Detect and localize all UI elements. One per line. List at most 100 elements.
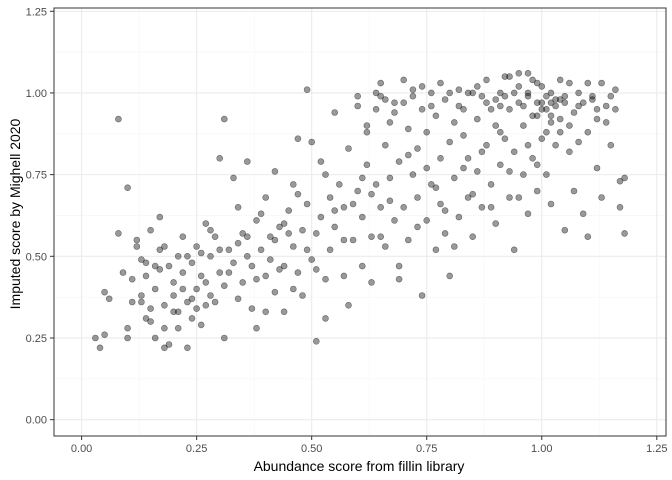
data-point: [312, 266, 320, 273]
data-point: [340, 204, 348, 211]
data-point: [570, 187, 578, 195]
data-point: [561, 226, 569, 234]
data-point: [147, 226, 154, 234]
data-point: [368, 279, 375, 286]
data-point: [349, 236, 357, 244]
major-gridlines: [54, 8, 666, 436]
data-point: [151, 285, 159, 293]
data-point: [358, 174, 366, 182]
data-point: [552, 141, 559, 149]
data-point: [524, 92, 532, 100]
data-point: [575, 89, 582, 97]
data-point: [303, 86, 311, 93]
data-point: [593, 115, 601, 123]
x-tick-label: 0.25: [186, 443, 207, 455]
data-point: [400, 76, 408, 84]
data-point: [515, 99, 523, 106]
data-point: [165, 341, 173, 348]
data-point: [289, 243, 297, 250]
data-point: [446, 138, 454, 146]
data-point: [533, 161, 541, 169]
data-point: [552, 96, 559, 103]
data-point: [432, 184, 440, 191]
data-point: [533, 112, 541, 120]
data-point: [193, 305, 200, 312]
data-point: [253, 275, 260, 283]
data-point: [579, 99, 587, 106]
data-point: [271, 168, 279, 175]
data-point: [138, 298, 145, 306]
data-point: [506, 168, 513, 175]
data-point: [248, 305, 256, 312]
data-point: [506, 106, 513, 113]
data-point: [322, 315, 329, 322]
x-tick-label: 0.00: [71, 443, 92, 455]
data-point: [349, 200, 357, 208]
data-point: [303, 200, 311, 208]
data-point: [473, 115, 481, 123]
data-point: [529, 155, 536, 162]
data-point: [547, 200, 555, 208]
data-point: [377, 92, 385, 100]
data-point: [561, 92, 569, 100]
data-point: [584, 79, 592, 87]
data-point: [363, 122, 371, 129]
x-tick-label: 1.25: [646, 443, 667, 455]
data-point: [271, 236, 279, 244]
data-point: [202, 279, 210, 286]
data-point: [487, 204, 495, 211]
data-point: [354, 92, 362, 100]
data-point: [207, 252, 214, 260]
data-point: [294, 269, 302, 276]
data-point: [547, 119, 555, 126]
data-point: [404, 236, 412, 244]
data-point: [239, 279, 246, 286]
data-point: [483, 76, 490, 84]
data-point: [409, 171, 417, 178]
data-point: [174, 308, 182, 316]
data-point: [575, 102, 582, 110]
y-tick-label: 0.50: [26, 251, 47, 263]
data-point: [151, 262, 159, 270]
data-point: [322, 275, 329, 283]
data-point: [432, 246, 440, 254]
data-point: [340, 272, 348, 280]
data-point: [253, 324, 260, 332]
data-point: [386, 174, 394, 182]
data-point: [441, 96, 449, 103]
data-point: [299, 226, 306, 234]
data-point: [441, 230, 449, 237]
data-point: [308, 256, 316, 263]
data-point: [170, 308, 177, 316]
data-point: [101, 288, 108, 296]
data-point: [524, 210, 532, 218]
data-point: [165, 262, 173, 270]
data-point: [510, 148, 518, 156]
data-point: [496, 102, 504, 110]
data-point: [460, 132, 467, 139]
data-point: [538, 83, 546, 90]
data-point: [566, 148, 573, 156]
data-point: [418, 83, 426, 90]
data-point: [244, 233, 251, 240]
data-point: [119, 269, 127, 276]
data-point: [179, 269, 187, 276]
data-point: [612, 86, 619, 93]
data-point: [464, 155, 472, 162]
data-point: [598, 194, 605, 201]
data-point: [289, 285, 297, 293]
data-point: [427, 89, 435, 97]
data-point: [464, 194, 472, 201]
data-point: [566, 79, 573, 87]
data-point: [115, 115, 122, 123]
data-point: [441, 207, 449, 214]
data-point: [492, 122, 500, 129]
data-point: [543, 171, 550, 178]
data-point: [386, 197, 394, 205]
data-point: [598, 79, 605, 87]
data-point: [156, 266, 164, 273]
data-point: [156, 246, 164, 254]
data-point: [354, 187, 362, 195]
data-point: [216, 246, 223, 254]
